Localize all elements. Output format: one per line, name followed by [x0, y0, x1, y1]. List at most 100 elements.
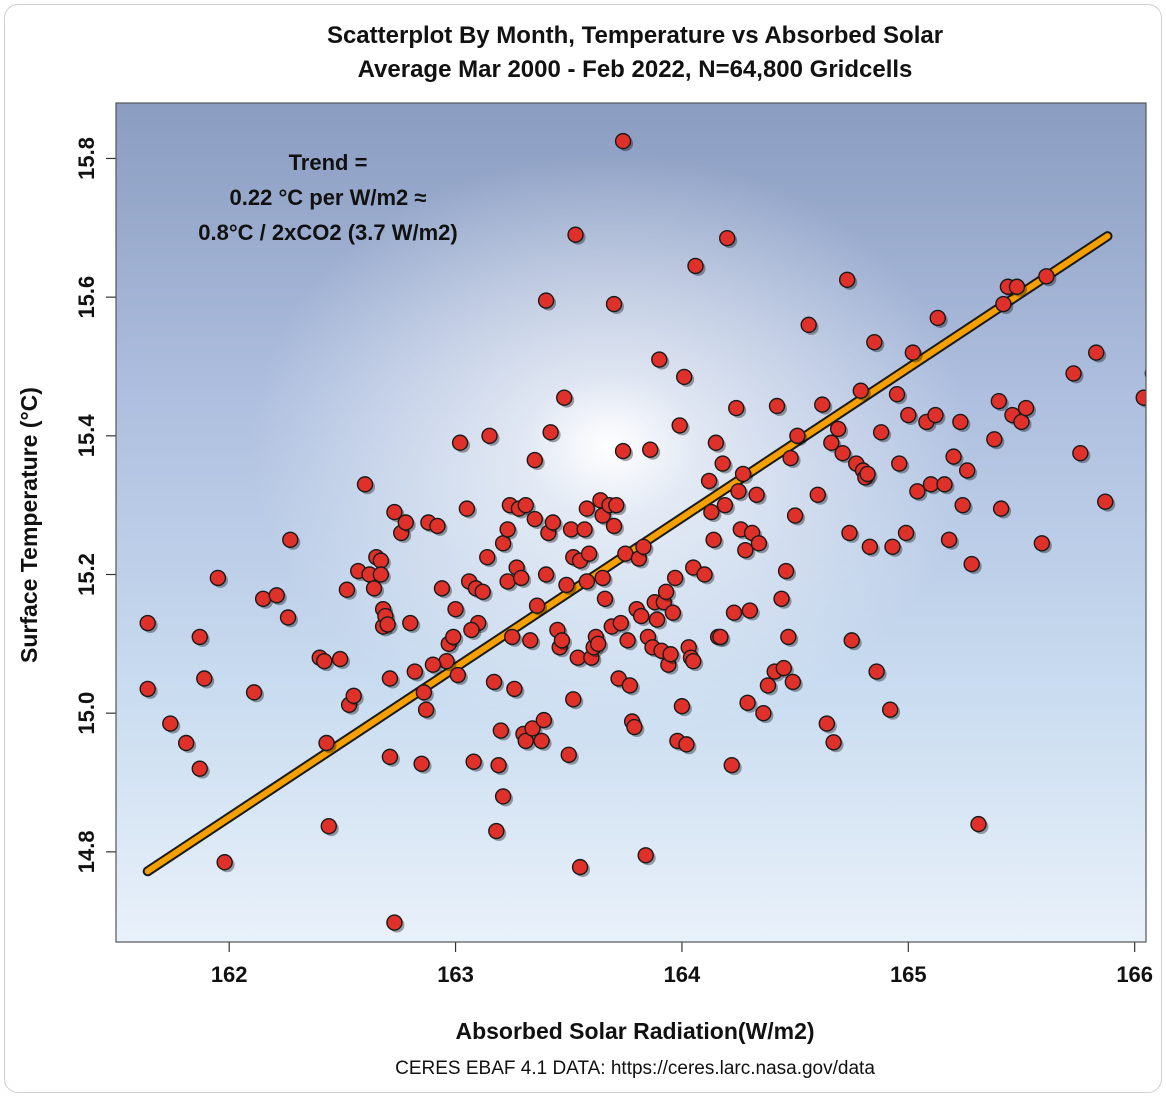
data-point	[868, 663, 885, 680]
data-point	[417, 701, 435, 718]
data-point	[834, 444, 851, 462]
data-point	[447, 600, 464, 618]
data-point	[904, 344, 922, 361]
data-point	[209, 569, 227, 587]
data-point	[884, 538, 901, 555]
data-point	[465, 753, 482, 770]
data-point	[897, 524, 915, 542]
data-point	[922, 476, 940, 493]
data-point	[782, 449, 799, 467]
data-point	[608, 496, 625, 514]
data-point	[386, 503, 403, 521]
y-tick-label: 15.8	[74, 137, 99, 180]
data-point	[449, 666, 467, 684]
data-point	[1097, 493, 1114, 510]
data-point	[279, 609, 297, 626]
data-point	[619, 632, 636, 649]
data-point	[1087, 344, 1105, 361]
data-point	[852, 382, 869, 399]
data-point	[750, 535, 768, 552]
data-point	[481, 427, 498, 445]
data-point	[397, 514, 414, 531]
data-point	[716, 496, 734, 514]
data-point	[687, 257, 704, 275]
data-point	[596, 590, 614, 607]
data-point	[703, 503, 720, 521]
data-point	[553, 632, 571, 649]
data-point	[829, 420, 847, 438]
y-tick-label: 15.0	[74, 692, 99, 735]
data-point	[503, 628, 521, 646]
data-point	[734, 465, 752, 483]
data-point	[1144, 368, 1146, 379]
data-point	[499, 573, 516, 590]
data-point	[589, 635, 607, 653]
data-point	[402, 614, 419, 632]
data-point	[809, 486, 826, 503]
data-point	[685, 652, 702, 670]
data-point	[741, 602, 759, 619]
data-point	[316, 652, 333, 670]
data-point	[1065, 365, 1082, 382]
data-point	[492, 722, 510, 739]
trend-annotation-line-1: Trend =	[289, 150, 368, 175]
data-point	[594, 569, 611, 587]
data-point	[675, 368, 693, 386]
data-point	[891, 455, 908, 472]
x-tick-label: 165	[890, 962, 927, 987]
data-point	[705, 531, 722, 549]
data-point	[580, 545, 598, 562]
data-point	[528, 597, 546, 614]
data-point	[728, 399, 745, 417]
data-point	[463, 621, 480, 639]
data-point	[929, 309, 946, 327]
data-point	[571, 858, 589, 876]
data-point	[748, 486, 765, 503]
data-point	[714, 455, 731, 472]
data-point	[1033, 535, 1051, 552]
data-point	[666, 569, 684, 587]
data-point	[635, 538, 652, 555]
chart-title-line-2: Average Mar 2000 - Feb 2022, N=64,800 Gr…	[358, 56, 913, 83]
data-point	[537, 566, 555, 583]
data-point	[739, 694, 756, 711]
data-point	[282, 531, 299, 549]
data-point	[841, 524, 858, 542]
data-point	[499, 521, 516, 538]
data-point	[567, 226, 584, 243]
data-point	[963, 555, 980, 573]
data-point	[605, 517, 623, 535]
data-point	[730, 483, 747, 500]
data-point	[365, 580, 383, 597]
data-point	[429, 517, 446, 535]
data-point	[488, 822, 505, 840]
data-point	[556, 389, 573, 406]
chart-frame: Scatterplot By Month, Temperature vs Abs…	[4, 4, 1162, 1093]
data-point	[245, 684, 263, 701]
data-point	[578, 500, 596, 517]
data-point	[424, 656, 442, 673]
data-point	[524, 720, 541, 737]
data-point	[254, 590, 272, 607]
scatter-points	[139, 132, 1146, 933]
data-point	[825, 734, 842, 751]
data-point	[678, 736, 695, 753]
data-point	[861, 538, 879, 555]
data-point	[768, 397, 786, 415]
data-point	[664, 604, 682, 621]
data-source-note: CERES EBAF 4.1 DATA: https://ceres.larc.…	[395, 1058, 875, 1079]
data-point	[612, 614, 630, 632]
data-point	[433, 580, 451, 597]
data-point	[537, 292, 555, 309]
data-point	[558, 576, 575, 594]
data-point	[671, 417, 688, 434]
data-point	[526, 451, 543, 469]
data-point	[737, 542, 754, 559]
data-point	[859, 465, 876, 483]
sun-glow	[116, 103, 1146, 942]
data-point	[725, 604, 743, 621]
trend-annotation-line-3: 0.8°C / 2xCO2 (3.7 W/m2)	[198, 220, 457, 245]
data-point	[814, 396, 831, 413]
data-point	[406, 663, 424, 680]
data-point	[1038, 268, 1055, 285]
